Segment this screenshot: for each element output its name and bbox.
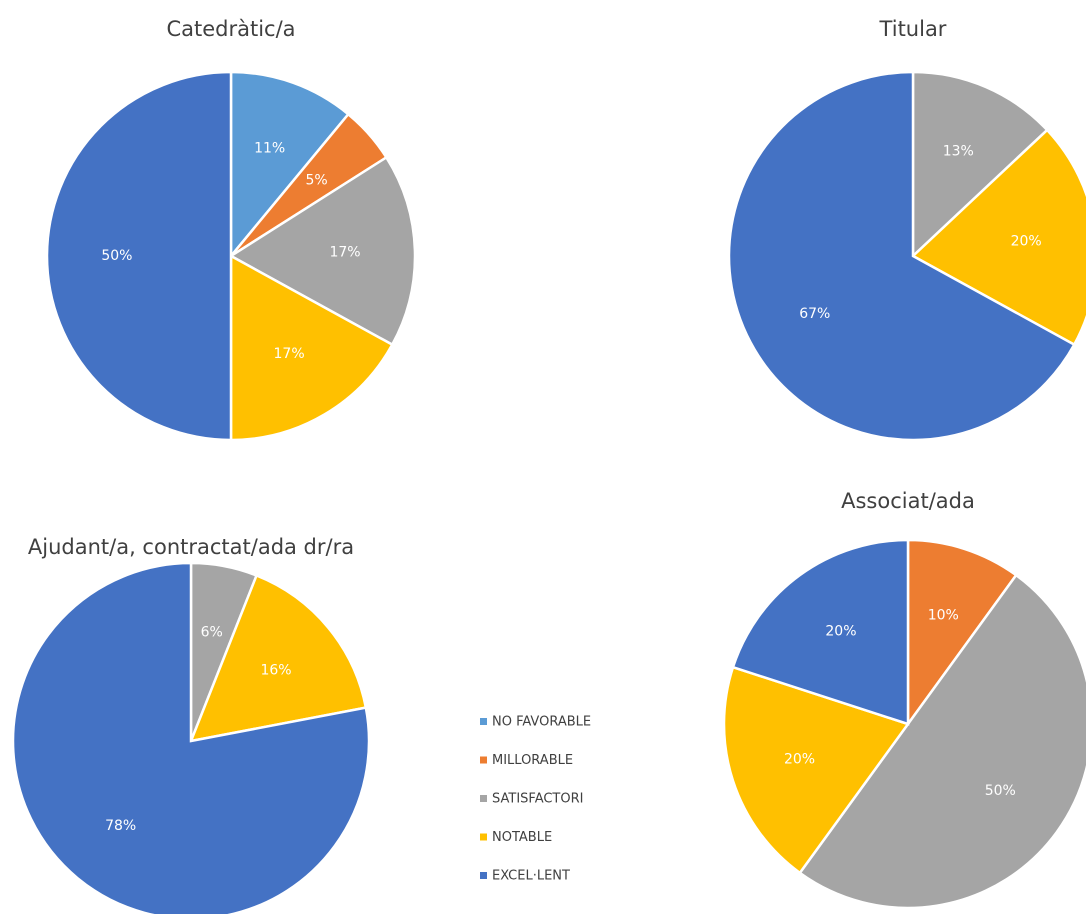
slice-label: 20% (1011, 234, 1042, 250)
legend-swatch (480, 756, 487, 764)
legend-swatch (480, 872, 487, 879)
pie-slice (722, 665, 911, 875)
pie-slice (45, 70, 233, 442)
legend-label: NOTABLE (492, 830, 552, 845)
legend-label: EXCEL·LENT (492, 869, 570, 884)
slice-label: 17% (274, 346, 305, 362)
legend-label: MILLORABLE (492, 753, 573, 768)
pie-slice (189, 573, 368, 743)
pie-slice (229, 70, 351, 260)
slice-label: 20% (784, 751, 815, 767)
pie-slice (228, 155, 417, 347)
legend-swatch (480, 795, 487, 802)
slice-label: 50% (101, 248, 132, 264)
pie-slice (798, 573, 1086, 909)
pie-slice (11, 561, 371, 914)
legend-swatch (480, 718, 487, 725)
slice-label: 10% (928, 608, 959, 624)
slice-label: 67% (799, 306, 830, 322)
legend-swatch (480, 833, 487, 841)
pie-slice (910, 128, 1086, 347)
slice-label: 16% (260, 663, 291, 679)
chart-title: Ajudant/a, contractat/ada dr/ra (28, 535, 354, 559)
slice-label: 13% (943, 143, 974, 159)
pie-slice (727, 70, 1076, 442)
pie-slice (731, 538, 910, 726)
chart-title: Titular (879, 17, 947, 41)
slice-label: 50% (985, 783, 1016, 799)
chart-title: Associat/ada (841, 489, 975, 513)
slice-label: 20% (825, 624, 856, 640)
slice-label: 6% (201, 625, 223, 641)
chart-title: Catedràtic/a (166, 17, 295, 41)
slice-label: 17% (329, 244, 360, 260)
pie-slice (906, 538, 1018, 728)
legend-label: NO FAVORABLE (492, 715, 591, 730)
pie-slice (911, 70, 1049, 259)
slice-label: 5% (305, 173, 327, 189)
slice-label: 78% (105, 818, 136, 834)
pie-slice (229, 253, 394, 442)
legend-label: SATISFACTORI (492, 792, 583, 807)
slice-label: 11% (254, 141, 285, 157)
